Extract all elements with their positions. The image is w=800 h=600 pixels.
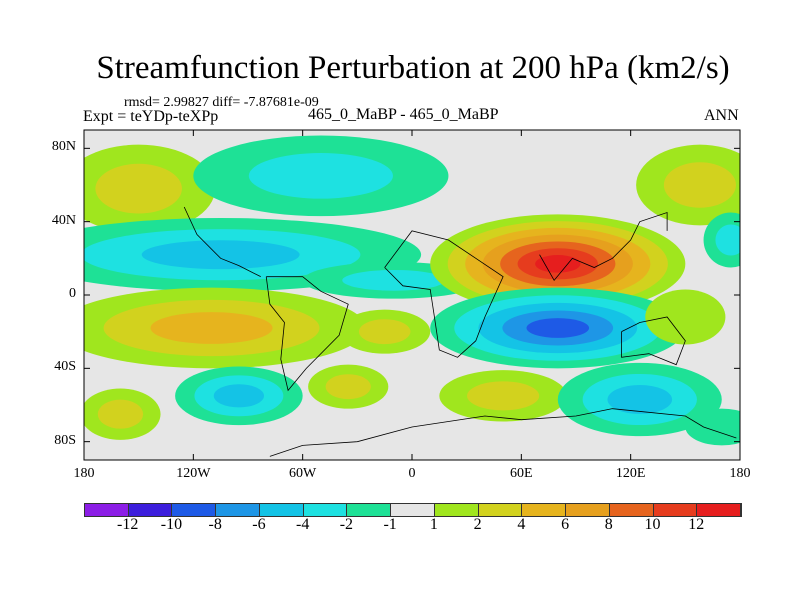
contour-fill-level-1 bbox=[645, 289, 726, 345]
contour-fill-level--8 bbox=[526, 318, 590, 338]
experiment-label: Expt = teYDp-teXPp bbox=[83, 108, 219, 125]
contour-fill-level--4 bbox=[141, 240, 300, 270]
x-tick-label: 180 bbox=[729, 466, 751, 481]
y-tick-label: 80S bbox=[54, 432, 76, 448]
colorbar-swatch bbox=[128, 504, 173, 516]
contour-fill-level--2 bbox=[342, 269, 446, 291]
colorbar-swatch bbox=[85, 504, 129, 516]
plot-title: Streamfunction Perturbation at 200 hPa (… bbox=[96, 50, 730, 86]
x-tick-label: 180 bbox=[73, 466, 95, 481]
colorbar-swatch bbox=[609, 504, 654, 516]
x-tick-label: 0 bbox=[408, 466, 416, 481]
colorbar-swatch bbox=[566, 504, 610, 516]
colorbar bbox=[84, 503, 742, 517]
colorbar-label: 8 bbox=[604, 516, 613, 533]
contour-fill-level--1 bbox=[685, 408, 740, 446]
colorbar-swatch bbox=[522, 504, 567, 516]
contour-fill-level-2 bbox=[97, 399, 144, 429]
colorbar-swatch bbox=[653, 504, 698, 516]
colorbar-swatch bbox=[434, 504, 479, 516]
contour-fill-level-12 bbox=[535, 255, 581, 273]
contour-fill-level-2 bbox=[358, 319, 411, 345]
contour-fill-level-2 bbox=[95, 163, 182, 214]
x-tick-label: 120E bbox=[615, 466, 646, 481]
colorbar-swatch bbox=[478, 504, 523, 516]
contour-layer bbox=[84, 135, 740, 457]
y-tick-label: 0 bbox=[69, 286, 76, 301]
colorbar-swatch bbox=[172, 504, 217, 516]
colorbar-label: -8 bbox=[208, 516, 222, 533]
colorbar-label: 12 bbox=[688, 516, 705, 533]
contour-fill-level--4 bbox=[607, 385, 673, 414]
case-label: 465_0_MaBP - 465_0_MaBP bbox=[308, 106, 499, 123]
colorbar-label: 10 bbox=[644, 516, 661, 533]
contour-fill-level-2 bbox=[467, 381, 540, 411]
colorbar-label: 6 bbox=[561, 516, 570, 533]
coastline bbox=[621, 316, 686, 366]
colorbar-swatch bbox=[697, 504, 742, 516]
contour-fill-level--2 bbox=[715, 224, 740, 256]
colorbar-swatch bbox=[259, 504, 304, 516]
colorbar-label: 4 bbox=[517, 516, 526, 533]
colorbar-swatch bbox=[347, 504, 392, 516]
coastline bbox=[539, 211, 668, 282]
y-tick-label: 40S bbox=[54, 359, 76, 375]
contour-fill-level-2 bbox=[325, 374, 371, 400]
colorbar-swatch bbox=[303, 504, 348, 516]
colorbar-swatch bbox=[216, 504, 260, 516]
colorbar-label: 1 bbox=[429, 516, 438, 533]
colorbar-swatch bbox=[391, 504, 435, 516]
y-tick-label: 40N bbox=[51, 212, 76, 228]
coastline bbox=[269, 408, 737, 457]
x-tick-label: 120W bbox=[176, 466, 211, 481]
colorbar-label: -4 bbox=[295, 516, 310, 533]
colorbar-label: -2 bbox=[339, 516, 354, 533]
colorbar-label: -10 bbox=[160, 516, 183, 533]
colorbar-label: 2 bbox=[473, 516, 482, 533]
colorbar-label: -12 bbox=[117, 516, 139, 533]
y-tick-label: 80N bbox=[51, 139, 76, 155]
season-label: ANN bbox=[704, 107, 739, 124]
colorbar-label: -1 bbox=[383, 516, 397, 533]
contour-fill-level--4 bbox=[213, 384, 265, 408]
contour-fill-level-4 bbox=[150, 312, 273, 344]
colorbar-label: -6 bbox=[252, 516, 266, 533]
x-tick-label: 60W bbox=[289, 466, 317, 481]
x-tick-label: 60E bbox=[510, 466, 533, 481]
coastline bbox=[384, 230, 504, 358]
coastline bbox=[183, 206, 261, 278]
contour-fill-level--2 bbox=[248, 153, 393, 199]
contour-fill-level-2 bbox=[663, 162, 736, 208]
stats-label: rmsd= 2.99827 diff= -7.87681e-09 bbox=[124, 95, 319, 110]
coastline bbox=[265, 276, 349, 392]
